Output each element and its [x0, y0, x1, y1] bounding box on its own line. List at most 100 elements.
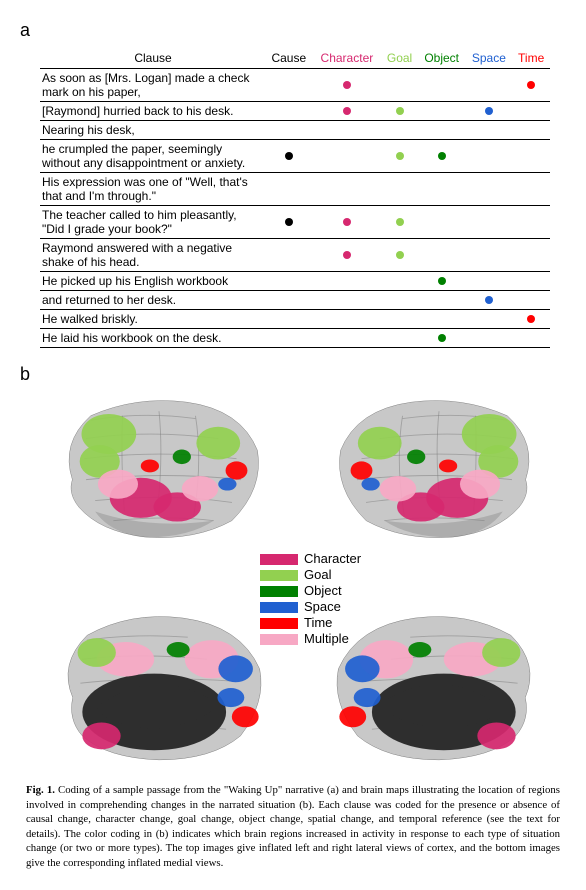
goal-dot: [396, 107, 404, 115]
legend-swatch: [260, 554, 298, 565]
clause-cell: Raymond answered with a negative shake o…: [40, 239, 265, 272]
dot-cell: [512, 121, 550, 140]
table-body: As soon as [Mrs. Logan] made a check mar…: [40, 69, 550, 348]
dot-cell: [265, 239, 313, 272]
table-row: He picked up his English workbook: [40, 272, 550, 291]
table-row: As soon as [Mrs. Logan] made a check mar…: [40, 69, 550, 102]
panel-b-label: b: [20, 364, 566, 385]
dot-cell: [465, 69, 512, 102]
character-dot: [343, 251, 351, 259]
clause-cell: He walked briskly.: [40, 310, 265, 329]
cause-dot: [285, 152, 293, 160]
legend-swatch: [260, 602, 298, 613]
figure-1: a ClauseCauseCharacterGoalObjectSpaceTim…: [20, 20, 566, 870]
dot-cell: [418, 173, 466, 206]
dot-cell: [265, 69, 313, 102]
dot-cell: [313, 140, 382, 173]
legend-row: Space: [260, 599, 361, 615]
character-dot: [343, 107, 351, 115]
dot-cell: [418, 291, 466, 310]
object-dot: [438, 334, 446, 342]
dot-cell: [418, 329, 466, 348]
brain-panel: CharacterGoalObjectSpaceTimeMultiple: [34, 393, 554, 773]
dot-cell: [381, 69, 418, 102]
dot-cell: [465, 121, 512, 140]
dot-cell: [381, 206, 418, 239]
dot-cell: [512, 272, 550, 291]
dot-cell: [265, 140, 313, 173]
dot-cell: [381, 121, 418, 140]
dot-cell: [381, 291, 418, 310]
dot-cell: [381, 329, 418, 348]
figure-caption: Fig. 1. Coding of a sample passage from …: [20, 783, 566, 870]
clause-cell: [Raymond] hurried back to his desk.: [40, 102, 265, 121]
clause-cell: As soon as [Mrs. Logan] made a check mar…: [40, 69, 265, 102]
dot-cell: [265, 272, 313, 291]
dot-cell: [465, 329, 512, 348]
legend-label: Time: [304, 615, 332, 631]
clause-cell: He picked up his English workbook: [40, 272, 265, 291]
cause-dot: [285, 218, 293, 226]
brain-legend: CharacterGoalObjectSpaceTimeMultiple: [260, 551, 361, 647]
dot-cell: [512, 140, 550, 173]
dot-cell: [381, 272, 418, 291]
brain-medial-left: [44, 603, 274, 773]
legend-label: Goal: [304, 567, 331, 583]
table-header: Time: [512, 49, 550, 69]
brain-lateral-left: [44, 393, 274, 548]
character-dot: [343, 81, 351, 89]
caption-text: Coding of a sample passage from the "Wak…: [26, 784, 560, 869]
table-header-row: ClauseCauseCharacterGoalObjectSpaceTime: [40, 49, 550, 69]
legend-row: Object: [260, 583, 361, 599]
clause-cell: His expression was one of "Well, that's …: [40, 173, 265, 206]
goal-dot: [396, 251, 404, 259]
dot-cell: [313, 69, 382, 102]
caption-bold: Fig. 1.: [26, 784, 55, 796]
dot-cell: [512, 69, 550, 102]
legend-swatch: [260, 634, 298, 645]
dot-cell: [465, 310, 512, 329]
dot-cell: [418, 310, 466, 329]
dot-cell: [512, 239, 550, 272]
legend-swatch: [260, 618, 298, 629]
dot-cell: [313, 239, 382, 272]
time-dot: [527, 315, 535, 323]
dot-cell: [265, 310, 313, 329]
legend-label: Multiple: [304, 631, 349, 647]
dot-cell: [313, 291, 382, 310]
table-row: He laid his workbook on the desk.: [40, 329, 550, 348]
clause-cell: He laid his workbook on the desk.: [40, 329, 265, 348]
space-dot: [485, 107, 493, 115]
table-row: The teacher called to him pleasantly, "D…: [40, 206, 550, 239]
object-dot: [438, 277, 446, 285]
dot-cell: [265, 173, 313, 206]
dot-cell: [313, 206, 382, 239]
legend-swatch: [260, 570, 298, 581]
legend-label: Character: [304, 551, 361, 567]
table-header: Object: [418, 49, 466, 69]
dot-cell: [512, 206, 550, 239]
table-row: [Raymond] hurried back to his desk.: [40, 102, 550, 121]
dot-cell: [381, 239, 418, 272]
dot-cell: [512, 291, 550, 310]
coding-table-wrap: ClauseCauseCharacterGoalObjectSpaceTime …: [40, 49, 566, 348]
dot-cell: [512, 102, 550, 121]
legend-row: Time: [260, 615, 361, 631]
dot-cell: [313, 121, 382, 140]
table-header: Cause: [265, 49, 313, 69]
table-row: Raymond answered with a negative shake o…: [40, 239, 550, 272]
dot-cell: [418, 272, 466, 291]
dot-cell: [381, 140, 418, 173]
dot-cell: [465, 206, 512, 239]
space-dot: [485, 296, 493, 304]
clause-cell: The teacher called to him pleasantly, "D…: [40, 206, 265, 239]
clause-cell: he crumpled the paper, seemingly without…: [40, 140, 265, 173]
table-header: Space: [465, 49, 512, 69]
dot-cell: [465, 173, 512, 206]
dot-cell: [512, 310, 550, 329]
table-row: Nearing his desk,: [40, 121, 550, 140]
table-row: His expression was one of "Well, that's …: [40, 173, 550, 206]
dot-cell: [265, 102, 313, 121]
panel-a-label: a: [20, 20, 566, 41]
dot-cell: [418, 102, 466, 121]
